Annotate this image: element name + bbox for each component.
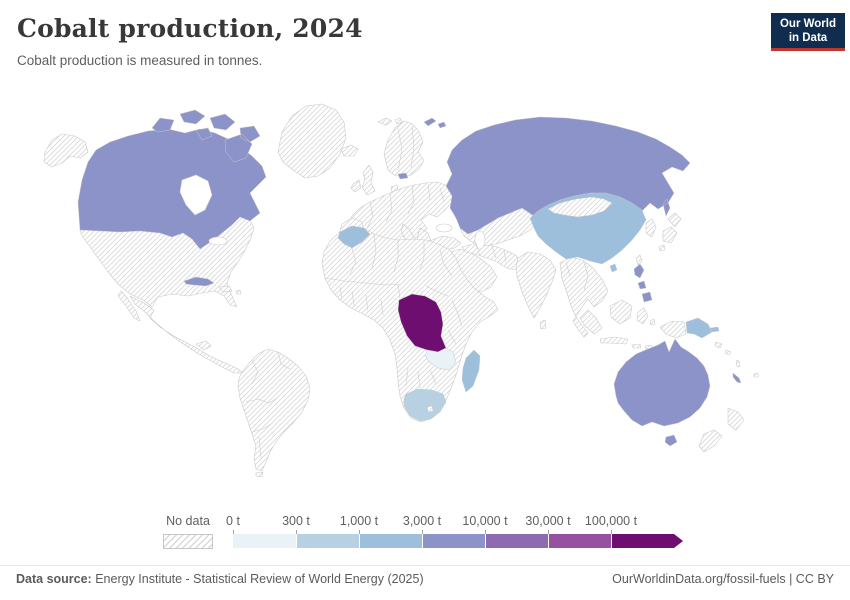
region-baja [117, 290, 141, 322]
legend-tick [611, 530, 612, 534]
region-mongolia [547, 196, 613, 218]
country-australia[interactable] [613, 338, 711, 447]
legend-tick [296, 530, 297, 534]
country-canada[interactable] [77, 128, 267, 250]
country-borders [245, 125, 589, 459]
region-scandinavia [383, 120, 425, 193]
legend-tick [233, 530, 234, 534]
region-vanuatu [735, 359, 741, 368]
region-mexico-central-america [129, 295, 244, 374]
region-fiji [753, 372, 759, 378]
region-korea [645, 218, 657, 238]
no-data-swatch[interactable] [163, 534, 213, 549]
country-estonia[interactable] [397, 172, 409, 180]
country-new-caledonia[interactable] [732, 372, 742, 384]
region-united-kingdom [350, 164, 376, 196]
legend-bin-5[interactable] [548, 534, 611, 548]
region-taiwan [635, 254, 643, 266]
legend-tick [485, 530, 486, 534]
country-morocco[interactable] [337, 225, 371, 249]
legend-tick-label: 1,000 t [339, 514, 379, 528]
caspian-sea [474, 230, 486, 250]
owid-logo-line1: Our World [779, 18, 836, 30]
legend-tick-label: 30,000 t [525, 514, 571, 528]
legend-tick [422, 530, 423, 534]
legend-bin-3[interactable] [422, 534, 485, 548]
region-solomons [714, 341, 732, 356]
country-canada-arctic-islands[interactable] [151, 109, 261, 163]
legend-tick-label: 0 t [226, 514, 240, 528]
great-lakes [208, 236, 228, 246]
region-alaska [43, 133, 89, 168]
black-sea [435, 223, 453, 233]
owid-logo-line2: in Data [788, 32, 828, 45]
country-cuba[interactable] [183, 276, 215, 287]
legend-bin-6[interactable] [611, 534, 674, 548]
legend-tick-label: 100,000 t [584, 514, 638, 528]
legend-open-ended-arrow [674, 534, 683, 548]
data-source-label: Data source: [16, 572, 92, 586]
region-south-america [237, 348, 311, 478]
legend-tick-label: 3,000 t [402, 514, 442, 528]
map-legend: No data 0 t 300 t 1,000 t 3,000 t 10,000 t 30… [163, 514, 703, 550]
country-madagascar[interactable] [461, 349, 481, 393]
region-new-zealand [698, 407, 745, 453]
region-lesotho [426, 405, 434, 413]
region-greenland [277, 103, 347, 179]
region-southeast-asia [559, 256, 609, 338]
region-west-papua [659, 320, 687, 339]
footer: Data source: Energy Institute - Statisti… [0, 572, 850, 586]
legend-bin-4[interactable] [485, 534, 548, 548]
legend-bin-1[interactable] [296, 534, 359, 548]
legend-tick [359, 530, 360, 534]
region-japan [658, 212, 682, 252]
no-data-label: No data [166, 514, 210, 528]
legend-bin-0[interactable] [233, 534, 296, 548]
owid-logo[interactable]: Our World in Data [771, 13, 845, 52]
legend-color-bar [233, 534, 683, 548]
country-philippines[interactable] [633, 263, 653, 303]
credit-link[interactable]: OurWorldinData.org/fossil-fuels | CC BY [612, 572, 834, 586]
data-source: Data source: Energy Institute - Statisti… [16, 572, 424, 586]
region-svalbard [377, 117, 403, 126]
footer-divider [0, 565, 850, 566]
legend-tick [548, 530, 549, 534]
country-papua-new-guinea[interactable] [685, 317, 720, 339]
page-subtitle: Cobalt production is measured in tonnes. [17, 53, 263, 68]
region-iceland [340, 144, 359, 157]
hudson-bay [179, 174, 213, 216]
region-india [515, 251, 557, 330]
page-title: Cobalt production, 2024 [17, 14, 363, 43]
no-data-overlays[interactable] [426, 196, 613, 413]
region-hispaniola [218, 285, 242, 295]
seas [179, 174, 486, 250]
region-indonesia [579, 299, 656, 350]
country-zambia[interactable] [424, 347, 457, 371]
country-south-africa[interactable] [403, 388, 447, 422]
data-source-text: Energy Institute - Statistical Review of… [95, 572, 424, 586]
legend-bin-2[interactable] [359, 534, 422, 548]
legend-tick-label: 10,000 t [462, 514, 508, 528]
legend-tick-label: 300 t [282, 514, 310, 528]
